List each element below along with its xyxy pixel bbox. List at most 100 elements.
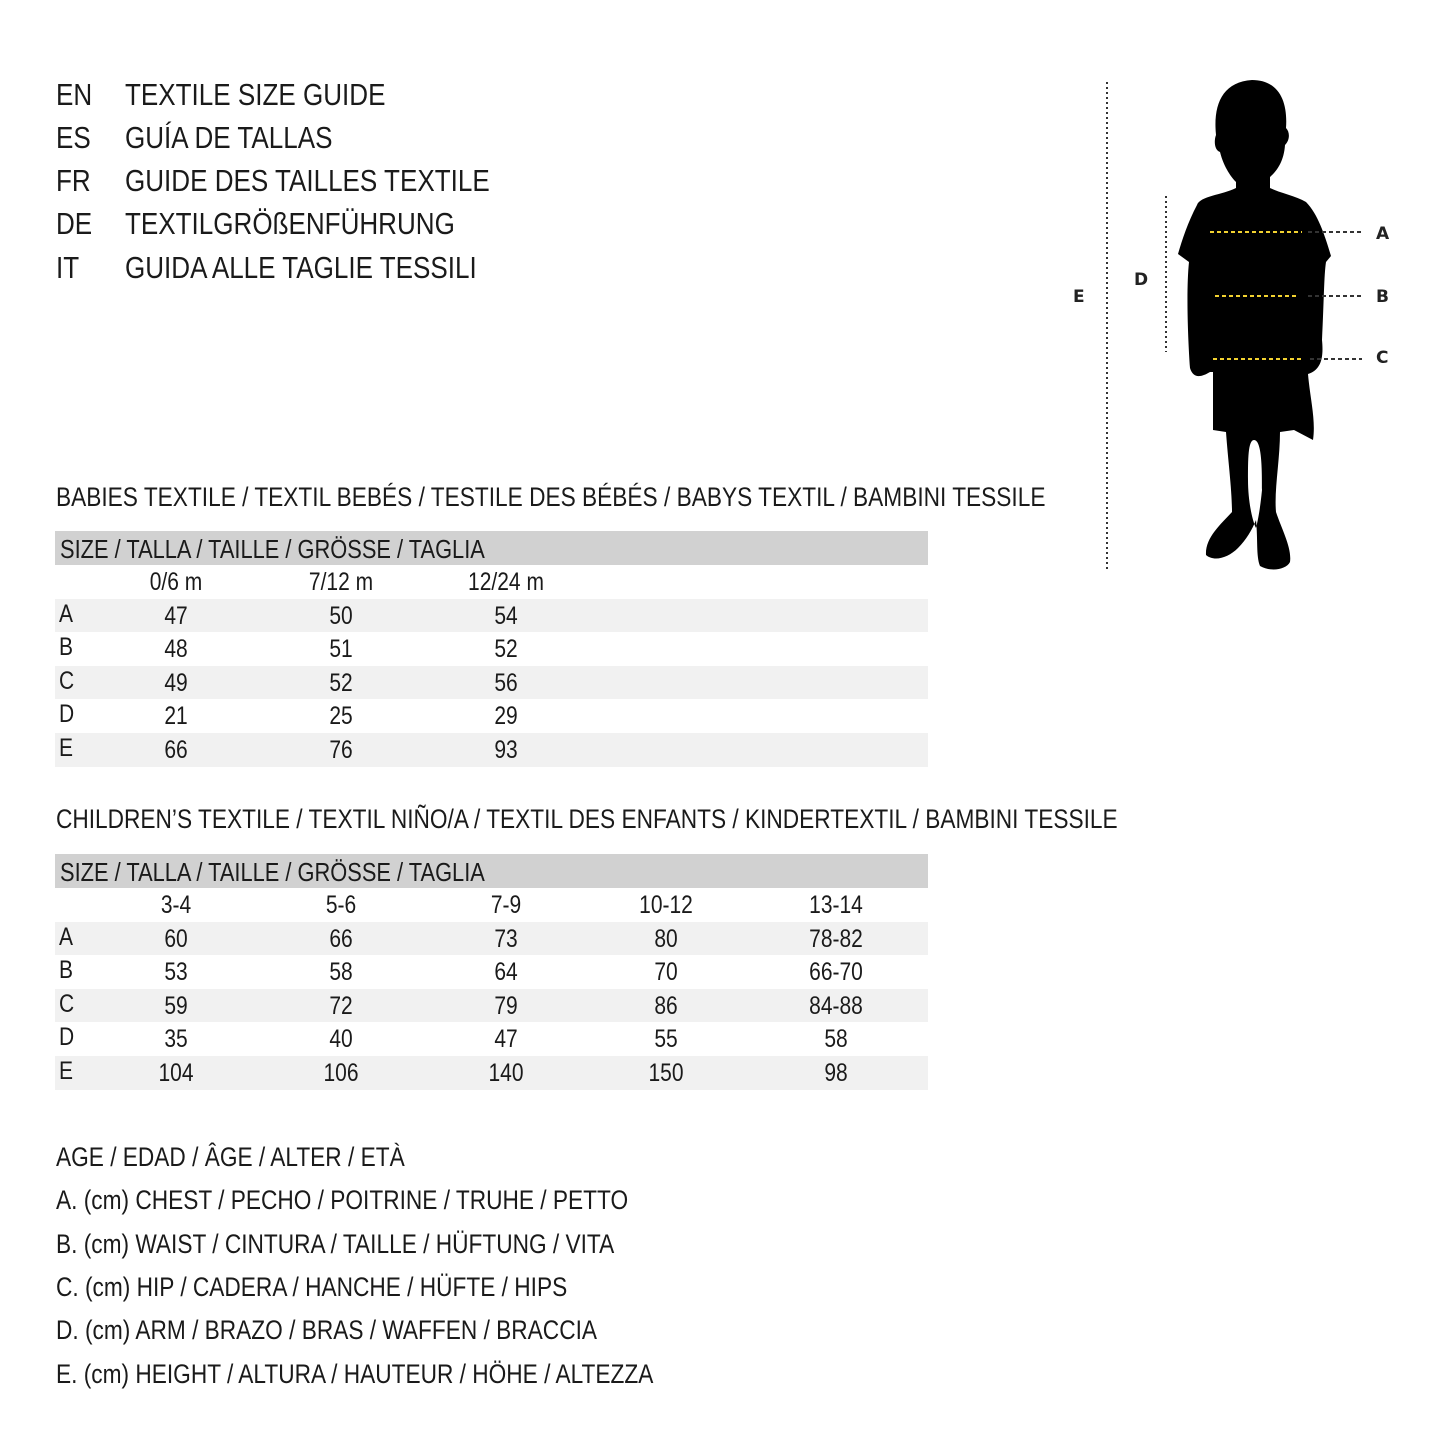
- table-cell: 79: [492, 989, 520, 1023]
- cell-value: 80: [654, 924, 678, 953]
- table-cell: 104: [155, 1056, 197, 1090]
- table-cell: 56: [492, 666, 520, 700]
- row-label-text: C: [59, 989, 75, 1018]
- cell-value: 70: [654, 958, 678, 987]
- children-heading-text: CHILDREN’S TEXTILE / TEXTIL NIÑO/A / TEX…: [56, 804, 1118, 834]
- column-header: 5-6: [323, 888, 359, 922]
- cell-value: 72: [329, 991, 353, 1020]
- column-header-text: 10-12: [639, 891, 693, 919]
- cell-value: 54: [494, 601, 518, 630]
- row-label-text: A: [59, 599, 74, 628]
- cell-value: 66: [164, 735, 188, 764]
- table-cell: 52: [492, 632, 520, 666]
- table-row: A 47 50 54: [55, 598, 928, 633]
- child-silhouette: [1178, 80, 1331, 570]
- column-header-text: 5-6: [325, 891, 357, 919]
- table-cell: 47: [492, 1022, 520, 1056]
- label-c: C: [1376, 348, 1388, 368]
- table-cell: 72: [327, 989, 355, 1023]
- cell-value: 58: [824, 1025, 848, 1054]
- column-header: 7-9: [488, 888, 524, 922]
- table-cell: 70: [652, 955, 680, 989]
- babies-heading-text: BABIES TEXTILE / TEXTIL BEBÉS / TESTILE …: [56, 482, 1046, 512]
- table-cell: 54: [492, 599, 520, 633]
- table-cell: 25: [327, 699, 355, 733]
- babies-heading: BABIES TEXTILE / TEXTIL BEBÉS / TESTILE …: [56, 481, 1234, 513]
- cell-value: 48: [164, 635, 188, 664]
- table-cell: 86: [652, 989, 680, 1023]
- label-d: D: [1134, 270, 1148, 290]
- row-label-text: E: [59, 1056, 74, 1085]
- size-header-bar: SIZE / TALLA / TAILLE / GRÖSSE / TAGLIA: [55, 854, 928, 888]
- table-cell: 58: [327, 955, 355, 989]
- table-cell: 66: [162, 733, 190, 767]
- cell-value: 55: [654, 1025, 678, 1054]
- cell-value: 84-88: [809, 991, 863, 1020]
- table-row: E 104 106 140 150 98: [55, 1054, 928, 1090]
- size-header-text: SIZE / TALLA / TAILLE / GRÖSSE / TAGLIA: [60, 534, 485, 564]
- table-cell: 21: [162, 699, 190, 733]
- table-cell: 66: [327, 922, 355, 956]
- cell-value: 53: [164, 958, 188, 987]
- row-label: E: [59, 731, 76, 765]
- legend-line: D. (cm) ARM / BRAZO / BRAS / WAFFEN / BR…: [56, 1314, 700, 1346]
- table-cell: 47: [162, 599, 190, 633]
- cell-value: 29: [494, 702, 518, 731]
- cell-value: 52: [329, 668, 353, 697]
- table-row: D 35 40 47 55 58: [55, 1022, 928, 1056]
- row-label: D: [59, 1020, 77, 1054]
- size-header-bar: SIZE / TALLA / TAILLE / GRÖSSE / TAGLIA: [55, 531, 928, 565]
- table-cell: 98: [822, 1056, 850, 1090]
- column-header: 10-12: [634, 888, 698, 922]
- cell-value: 104: [158, 1058, 194, 1087]
- table-row: A 60 66 73 80 78-82: [55, 920, 928, 956]
- cell-value: 78-82: [809, 924, 863, 953]
- row-label: B: [59, 630, 76, 664]
- title-line: IT GUIDA ALLE TAGLIE TESSILI: [0, 250, 700, 286]
- legend-line: E. (cm) HEIGHT / ALTURA / HAUTEUR / HÖHE…: [56, 1358, 767, 1390]
- row-label: A: [59, 920, 76, 954]
- table-cell: 73: [492, 922, 520, 956]
- title-line: ES GUÍA DE TALLAS: [0, 120, 700, 156]
- cell-value: 47: [494, 1025, 518, 1054]
- cell-value: 73: [494, 924, 518, 953]
- column-header-text: 7/12 m: [308, 568, 374, 596]
- cell-value: 60: [164, 924, 188, 953]
- cell-value: 66: [329, 924, 353, 953]
- table-cell: 48: [162, 632, 190, 666]
- row-label-text: C: [59, 666, 75, 695]
- cell-value: 52: [494, 635, 518, 664]
- cell-value: 56: [494, 668, 518, 697]
- cell-value: 106: [323, 1058, 359, 1087]
- column-header-text: 3-4: [160, 891, 192, 919]
- cell-value: 35: [164, 1025, 188, 1054]
- language-code: EN: [56, 77, 93, 112]
- column-header: 0/6 m: [145, 565, 208, 599]
- row-label-text: D: [59, 700, 75, 729]
- babies-size-table: SIZE / TALLA / TAILLE / GRÖSSE / TAGLIA 0…: [55, 531, 928, 767]
- row-label-text: B: [59, 633, 74, 662]
- table-row: B 48 51 52: [55, 632, 928, 666]
- legend-line: A. (cm) CHEST / PECHO / POITRINE / TRUHE…: [56, 1184, 737, 1216]
- children-heading: CHILDREN’S TEXTILE / TEXTIL NIÑO/A / TEX…: [56, 803, 1320, 835]
- table-row: B 53 58 64 70 66-70: [55, 955, 928, 989]
- column-header: 13-14: [804, 888, 868, 922]
- title-line: DE TEXTILGRÖßENFÜHRUNG: [0, 206, 700, 242]
- legend-text: A. (cm) CHEST / PECHO / POITRINE / TRUHE…: [56, 1185, 629, 1215]
- row-label: E: [59, 1054, 76, 1088]
- label-e: E: [1073, 287, 1085, 307]
- table-cell: 93: [492, 733, 520, 767]
- row-label: B: [59, 953, 76, 987]
- row-label-text: E: [59, 733, 74, 762]
- row-label-text: B: [59, 956, 74, 985]
- column-header-row: 0/6 m 7/12 m 12/24 m: [55, 565, 928, 599]
- title-text: TEXTILE SIZE GUIDE: [125, 77, 386, 112]
- legend-line: AGE / EDAD / ÂGE / ALTER / ETÀ: [56, 1141, 471, 1173]
- table-row: C 59 72 79 86 84-88: [55, 988, 928, 1023]
- column-header-text: 13-14: [809, 891, 863, 919]
- table-cell: 40: [327, 1022, 355, 1056]
- cell-value: 98: [824, 1058, 848, 1087]
- table-row: D 21 25 29: [55, 699, 928, 733]
- cell-value: 64: [494, 958, 518, 987]
- table-cell: 55: [652, 1022, 680, 1056]
